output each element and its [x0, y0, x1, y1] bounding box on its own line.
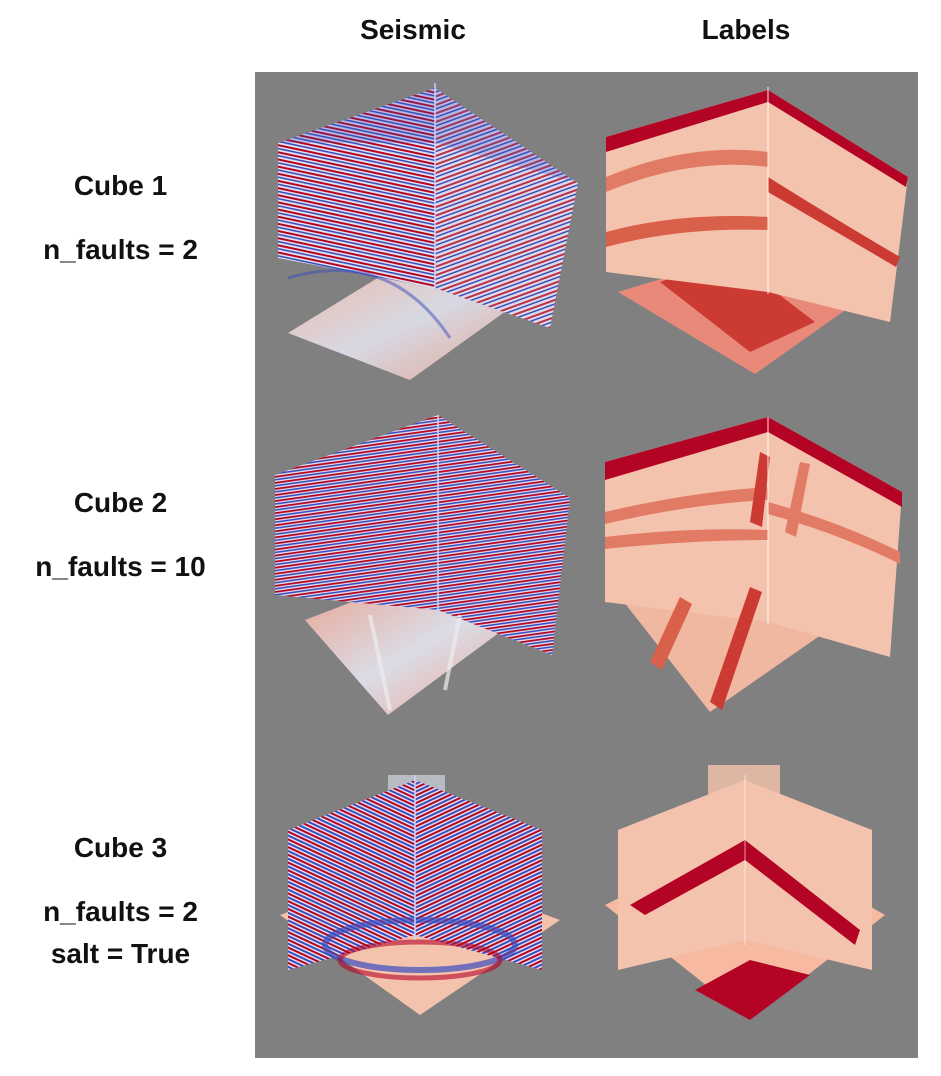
- cube-title: Cube 1: [73, 170, 168, 201]
- cube-title: Cube 2: [73, 487, 168, 518]
- column-header-seismic: Seismic: [360, 14, 466, 45]
- cube-3-seismic-image: [280, 775, 560, 1015]
- row-label-cube-1: Cube 1 n_faults = 2: [0, 170, 241, 266]
- cube-param: n_faults = 2: [43, 234, 198, 265]
- cube-1-seismic-image: [278, 83, 578, 380]
- cube-param: salt = True: [50, 938, 191, 969]
- row-label-cube-2: Cube 2 n_faults = 10: [0, 487, 241, 583]
- column-header-labels: Labels: [701, 14, 791, 45]
- cube-3-labels-image: [605, 765, 885, 1020]
- row-label-cube-3: Cube 3 n_faults = 2 salt = True: [0, 832, 241, 970]
- cube-2-labels-image: [605, 417, 902, 712]
- cube-1-labels-image: [606, 87, 908, 374]
- cube-param: n_faults = 2: [43, 896, 198, 927]
- cube-title: Cube 3: [73, 832, 168, 863]
- cube-2-seismic-image: [275, 415, 570, 715]
- cube-param: n_faults = 10: [35, 551, 206, 582]
